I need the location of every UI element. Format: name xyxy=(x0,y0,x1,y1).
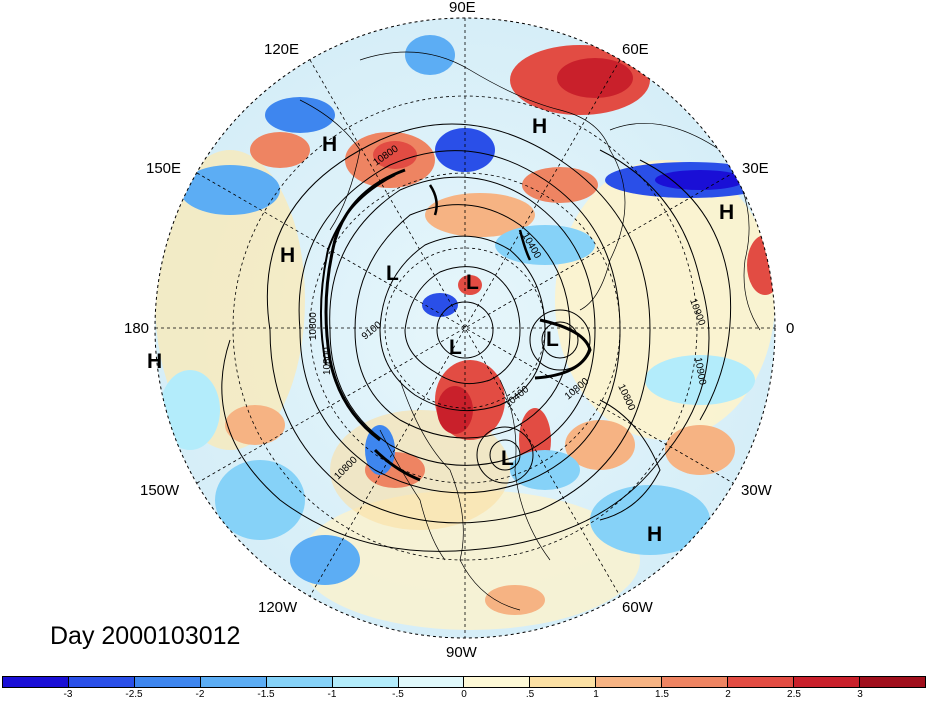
polar-stereographic-map: 10800 10800 10800 10800 10800 10800 1040… xyxy=(154,17,776,639)
colorbar-tick-label: -.5 xyxy=(392,689,404,700)
longitude-label-120e: 120E xyxy=(264,41,300,58)
colorbar-swatch xyxy=(200,677,267,687)
colorbar-tick-label: -2.5 xyxy=(125,689,143,700)
colorbar-swatch xyxy=(530,677,597,687)
longitude-label-120w: 120W xyxy=(258,599,298,616)
colorbar-swatch xyxy=(596,677,663,687)
colorbar-swatch xyxy=(266,677,333,687)
longitude-label-0: 0 xyxy=(786,320,795,337)
colorbar xyxy=(2,676,926,688)
low-pressure-marker: L xyxy=(386,262,399,285)
longitude-label-30e: 30E xyxy=(742,160,769,177)
colorbar-swatch xyxy=(398,677,465,687)
colorbar-swatch xyxy=(332,677,399,687)
longitude-label-150e: 150E xyxy=(146,160,182,177)
low-pressure-marker: L xyxy=(466,271,479,294)
colorbar-swatch xyxy=(662,677,729,687)
colorbar-tick-label: -3 xyxy=(63,689,73,700)
colorbar-tick-label: 3 xyxy=(857,689,863,700)
longitude-label-90w: 90W xyxy=(446,644,477,661)
colorbar-tick-label: -1 xyxy=(327,689,337,700)
high-pressure-marker: H xyxy=(647,523,663,546)
colorbar-tick-label: -1.5 xyxy=(257,689,275,700)
colorbar-tick-label: 1 xyxy=(593,689,599,700)
colorbar-swatch xyxy=(134,677,201,687)
high-pressure-marker: H xyxy=(532,115,548,138)
colorbar-swatch xyxy=(68,677,135,687)
high-pressure-marker: H xyxy=(147,350,163,373)
map-title: Day 2000103012 xyxy=(50,622,241,650)
longitude-label-150w: 150W xyxy=(140,482,180,499)
colorbar-swatch xyxy=(464,677,531,687)
low-pressure-marker: L xyxy=(501,447,514,470)
graticule xyxy=(155,18,775,638)
longitude-label-30w: 30W xyxy=(741,482,772,499)
low-pressure-marker: L xyxy=(449,336,462,359)
longitude-label-180: 180 xyxy=(124,320,150,337)
low-pressure-marker: L xyxy=(546,328,559,351)
longitude-label-60w: 60W xyxy=(622,599,653,616)
contour-label: 10800 xyxy=(308,312,319,340)
colorbar-tick-label: 0 xyxy=(461,689,467,700)
colorbar-tick-label: 2.5 xyxy=(787,689,801,700)
longitude-label-90e: 90E xyxy=(449,0,476,16)
colorbar-swatch xyxy=(3,677,69,687)
colorbar-swatch xyxy=(859,677,925,687)
map-boundary xyxy=(154,17,776,639)
contour-label: 10900 xyxy=(692,357,708,387)
contour-label: 10800 xyxy=(322,347,333,375)
colorbar-swatch xyxy=(794,677,860,687)
colorbar-tick-label: 1.5 xyxy=(655,689,669,700)
colorbar-swatch xyxy=(728,677,795,687)
high-pressure-marker: H xyxy=(719,201,735,224)
colorbar-tick-label: -2 xyxy=(195,689,205,700)
colorbar-tick-label: 2 xyxy=(725,689,731,700)
longitude-label-60e: 60E xyxy=(622,41,649,58)
high-pressure-marker: H xyxy=(280,244,296,267)
shaded-anomaly-field xyxy=(155,18,775,638)
high-pressure-marker: H xyxy=(322,133,338,156)
colorbar-tick-label: .5 xyxy=(525,689,535,700)
